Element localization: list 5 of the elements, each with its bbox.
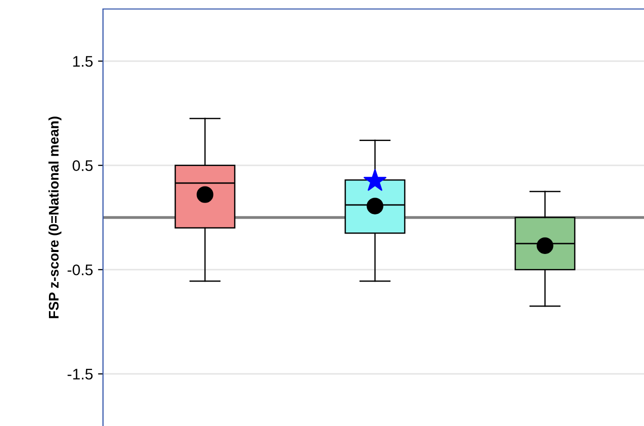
y-tick-label: -1.5 xyxy=(68,368,93,380)
y-tick-label: 1.5 xyxy=(73,56,93,67)
y-tick-label: -0.5 xyxy=(68,264,93,276)
y-tick-label: 0.5 xyxy=(72,160,93,172)
y-axis-title: FSP z-score (0=National mean) xyxy=(48,116,62,318)
